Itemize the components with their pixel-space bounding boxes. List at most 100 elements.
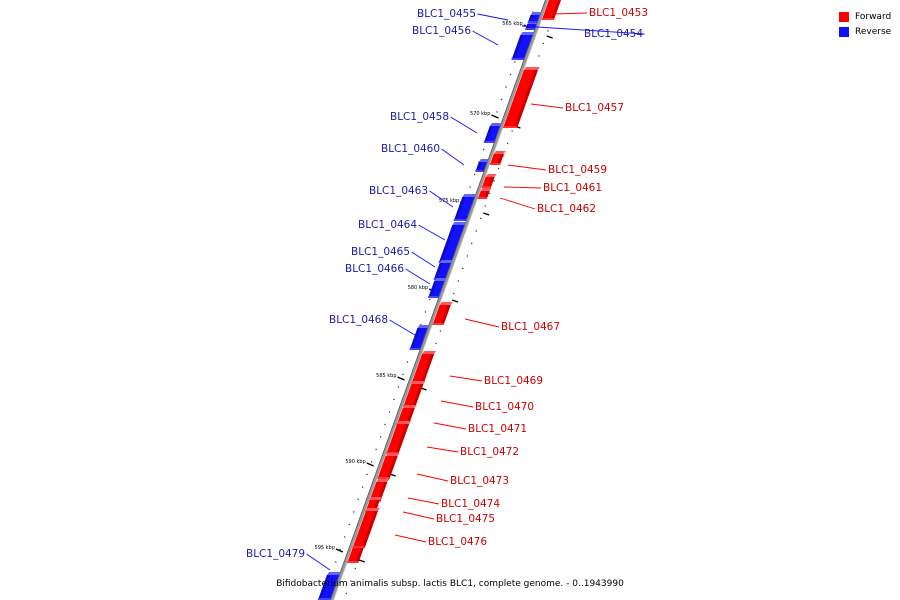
gene-side-face xyxy=(440,305,451,325)
gene-top-face xyxy=(417,325,430,328)
gene-features xyxy=(318,0,561,600)
gene-edge xyxy=(475,170,484,172)
minor-tick xyxy=(348,523,350,526)
gene-arrow xyxy=(503,67,540,128)
gene-top-face xyxy=(493,151,506,154)
minor-tick xyxy=(420,323,422,326)
label-leader xyxy=(440,400,474,408)
gene-label[interactable]: BLC1_0466 xyxy=(345,263,404,275)
minor-tick xyxy=(397,386,400,388)
label-leader xyxy=(405,268,431,285)
gene-label[interactable]: BLC1_0456 xyxy=(412,25,471,37)
gene-edge xyxy=(481,186,491,188)
minor-tick xyxy=(505,86,507,88)
gene-label[interactable]: BLC1_0468 xyxy=(329,314,388,326)
kbp-label: 565 kbp xyxy=(502,21,522,27)
label-leader xyxy=(402,511,435,520)
gene-top-face xyxy=(434,278,447,281)
legend: Forward Reverse xyxy=(839,9,891,39)
gene-edge xyxy=(503,126,518,128)
gene-label[interactable]: BLC1_0469 xyxy=(484,375,543,387)
reverse-swatch xyxy=(839,26,849,37)
gene-label[interactable]: BLC1_0455 xyxy=(417,8,476,20)
gene-arrow xyxy=(318,572,341,600)
gene-label[interactable]: BLC1_0474 xyxy=(441,498,500,510)
label-leader xyxy=(429,190,454,208)
gene-label[interactable]: BLC1_0458 xyxy=(390,111,449,123)
label-leader xyxy=(418,224,446,241)
gene-label[interactable]: BLC1_0464 xyxy=(358,219,417,231)
legend-item-reverse: Reverse xyxy=(839,24,891,39)
minor-tick xyxy=(493,180,495,182)
kbp-label: 595 kbp xyxy=(315,545,335,551)
gene-label[interactable]: BLC1_0470 xyxy=(475,401,534,413)
kbp-label: 590 kbp xyxy=(345,459,365,465)
gene-side-face xyxy=(361,511,378,548)
gene-arrow xyxy=(489,151,506,165)
minor-tick xyxy=(439,330,442,332)
gene-label[interactable]: BLC1_0476 xyxy=(428,536,487,548)
gene-label[interactable]: BLC1_0460 xyxy=(381,143,440,155)
gene-edge xyxy=(347,561,359,563)
gene-arrow xyxy=(541,0,561,20)
label-leader xyxy=(449,375,483,382)
gene-side-face xyxy=(514,70,538,128)
minor-tick xyxy=(375,448,377,451)
minor-tick xyxy=(366,473,368,476)
gene-label[interactable]: BLC1_0467 xyxy=(501,321,560,333)
kbp-label: 580 kbp xyxy=(408,285,428,291)
gene-arrow xyxy=(527,12,542,23)
gene-label[interactable]: BLC1_0473 xyxy=(450,475,509,487)
gene-top-face xyxy=(369,497,382,500)
minor-tick xyxy=(462,267,464,270)
minor-tick xyxy=(538,55,540,57)
major-tick-left xyxy=(366,462,374,467)
gene-label[interactable]: BLC1_0462 xyxy=(537,203,596,215)
minor-tick xyxy=(429,298,431,301)
minor-tick xyxy=(497,167,500,170)
gene-label[interactable]: BLC1_0461 xyxy=(543,182,602,194)
gene-top-face xyxy=(530,12,542,15)
gene-side-face xyxy=(550,0,561,20)
gene-label[interactable]: BLC1_0459 xyxy=(548,164,607,176)
gene-arrow xyxy=(483,123,502,143)
gene-arrow xyxy=(511,32,535,60)
gene-side-face xyxy=(483,126,493,143)
gene-top-face xyxy=(385,453,400,456)
label-leader xyxy=(503,186,542,189)
gene-label[interactable]: BLC1_0471 xyxy=(468,423,527,435)
gene-side-face xyxy=(475,162,482,172)
minor-tick xyxy=(475,230,477,232)
minor-tick xyxy=(393,398,395,401)
minor-tick xyxy=(466,255,468,257)
gene-front-face xyxy=(411,354,435,384)
gene-label[interactable]: BLC1_0472 xyxy=(460,446,519,458)
minor-tick xyxy=(350,580,352,582)
minor-tick xyxy=(480,217,482,220)
major-tick-right xyxy=(451,299,459,303)
minor-tick xyxy=(344,536,346,538)
minor-tick xyxy=(457,280,459,282)
gene-label[interactable]: BLC1_0453 xyxy=(589,7,648,19)
minor-tick xyxy=(353,511,355,513)
gene-labels: BLC1_0453 BLC1_0454 BLC1_0455 BLC1_0456 BLC1… xyxy=(246,7,648,560)
gene-top-face xyxy=(462,194,477,197)
label-leader xyxy=(507,164,547,171)
gene-label[interactable]: BLC1_0454 xyxy=(584,28,643,40)
gene-label[interactable]: BLC1_0457 xyxy=(565,102,624,114)
gene-label[interactable]: BLC1_0479 xyxy=(246,548,305,560)
genome-axis xyxy=(330,0,550,600)
axis-shadow xyxy=(330,0,546,600)
gene-side-face xyxy=(428,281,438,298)
gene-arrow xyxy=(428,278,447,298)
label-leader xyxy=(530,103,564,109)
gene-edge xyxy=(511,58,524,60)
minor-tick xyxy=(484,205,486,207)
gene-label[interactable]: BLC1_0463 xyxy=(369,185,428,197)
axis-line xyxy=(330,0,549,600)
label-leader xyxy=(477,13,509,21)
gene-edge xyxy=(377,477,390,479)
gene-label[interactable]: BLC1_0475 xyxy=(436,513,495,525)
gene-edge xyxy=(432,323,444,325)
gene-label[interactable]: BLC1_0465 xyxy=(351,246,410,258)
